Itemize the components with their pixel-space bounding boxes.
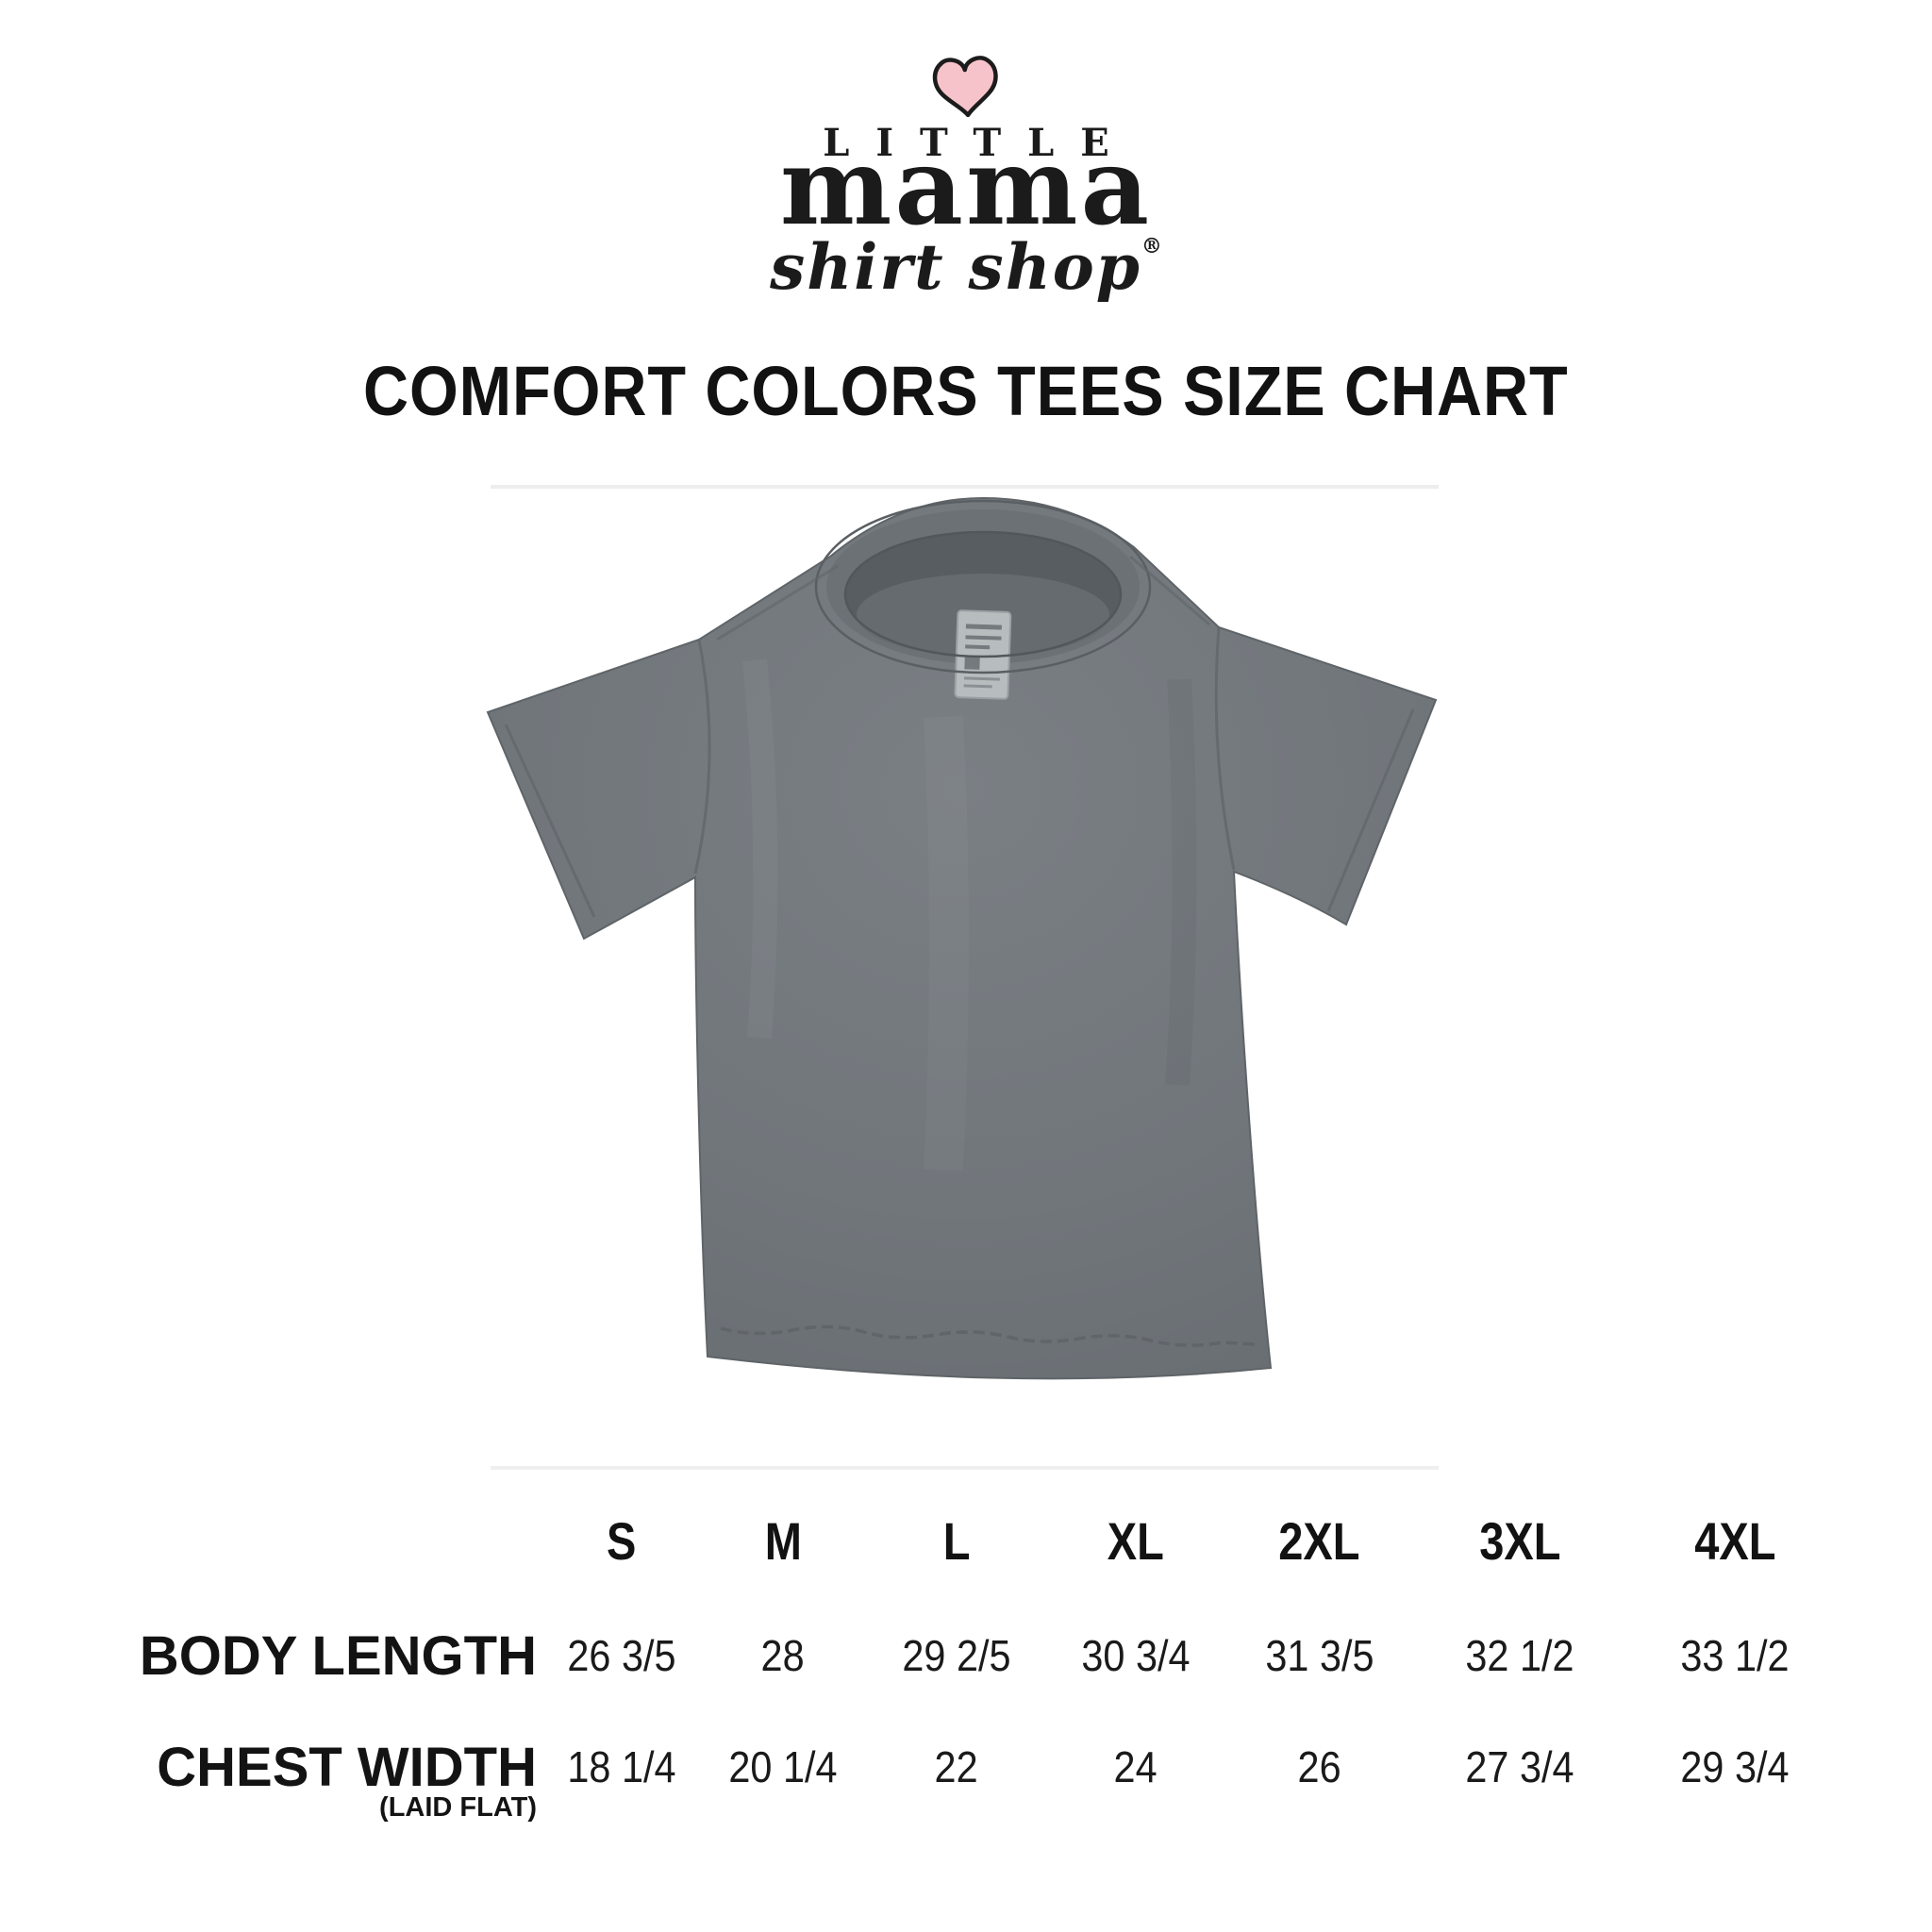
- photo-edge-bottom: [491, 1466, 1439, 1470]
- body-length-xl: 30 3/4: [1047, 1630, 1224, 1681]
- measurement-value: 29 3/4: [1680, 1742, 1790, 1791]
- size-label: M: [764, 1510, 802, 1571]
- table-row-body-length: BODY LENGTH 26 3/5 28 29 2/5 30 3/4 31 3…: [99, 1623, 1844, 1689]
- chest-width-2xl: 26: [1224, 1741, 1414, 1792]
- measurement-value: 29 2/5: [902, 1631, 1011, 1680]
- row-label-body-length: BODY LENGTH: [139, 1624, 537, 1687]
- heart-icon: [932, 56, 998, 118]
- measurement-value: 22: [934, 1742, 979, 1791]
- logo-heart-container: [0, 55, 1932, 121]
- logo-word-shirt-shop: shirt shop®: [0, 236, 1932, 298]
- chest-width-xl: 24: [1047, 1741, 1224, 1792]
- fabric-wrinkle: [943, 717, 949, 1170]
- measurement-value: 31 3/5: [1264, 1631, 1374, 1680]
- armhole-seam-right: [1214, 626, 1236, 871]
- size-label: L: [942, 1510, 971, 1571]
- table-row-chest-width: CHEST WIDTH (LAID FLAT) 18 1/4 20 1/4 22…: [99, 1734, 1844, 1823]
- collar-inner-stitch: [843, 530, 1123, 658]
- body-length-m: 28: [700, 1630, 866, 1681]
- body-length-3xl: 32 1/2: [1414, 1630, 1625, 1681]
- measurement-value: 30 3/4: [1081, 1631, 1191, 1680]
- measurement-value: 20 1/4: [728, 1742, 838, 1791]
- page-title: COMFORT COLORS TEES SIZE CHART: [0, 357, 1932, 426]
- measurement-value: 18 1/4: [566, 1742, 676, 1791]
- laid-flat-note: (LAID FLAT): [379, 1791, 537, 1823]
- column-header-xl: XL: [1047, 1510, 1224, 1572]
- measurement-value: 32 1/2: [1465, 1631, 1574, 1680]
- body-length-2xl: 31 3/5: [1224, 1630, 1414, 1681]
- logo-script-text: shirt shop: [770, 230, 1141, 304]
- chest-width-3xl: 27 3/4: [1414, 1741, 1625, 1792]
- measurement-value: 28: [760, 1631, 806, 1680]
- registered-trademark: ®: [1141, 234, 1162, 258]
- neck-tag: [954, 609, 1012, 700]
- measurement-value: 27 3/4: [1465, 1742, 1574, 1791]
- row-label-chest-width: CHEST WIDTH (LAID FLAT): [99, 1736, 542, 1823]
- chest-width-l: 22: [866, 1741, 1047, 1792]
- size-label: 4XL: [1693, 1510, 1776, 1571]
- photo-edge-top: [491, 485, 1439, 489]
- chest-width-4xl: 29 3/4: [1625, 1741, 1844, 1792]
- size-label: XL: [1107, 1510, 1165, 1571]
- page-title-text: COMFORT COLORS TEES SIZE CHART: [363, 352, 1569, 430]
- measurement-value: 33 1/2: [1680, 1631, 1790, 1680]
- hem-stitch: [720, 1324, 1256, 1347]
- body-length-4xl: 33 1/2: [1625, 1630, 1844, 1681]
- column-header-4xl: 4XL: [1625, 1510, 1844, 1572]
- shoulder-seam-right: [1129, 555, 1210, 626]
- measurement-value: 26 3/5: [566, 1631, 676, 1680]
- chest-width-m: 20 1/4: [700, 1741, 866, 1792]
- fabric-wrinkle: [1165, 678, 1197, 1086]
- shoulder-seam-left: [716, 564, 839, 641]
- logo-word-mama: mama: [779, 125, 1153, 249]
- armhole-seam-left: [693, 639, 711, 874]
- size-label: 3XL: [1478, 1510, 1561, 1571]
- cuff-stitch-right: [1326, 708, 1415, 912]
- size-chart-table: S M L XL 2XL 3XL 4XL BODY LENGTH 26 3/5 …: [99, 1507, 1844, 1847]
- column-header-l: L: [866, 1510, 1047, 1572]
- body-length-s: 26 3/5: [542, 1630, 700, 1681]
- column-header-m: M: [700, 1510, 866, 1572]
- cuff-stitch-left: [504, 724, 596, 918]
- fabric-wrinkle: [742, 658, 778, 1039]
- measurement-value: 26: [1297, 1742, 1341, 1791]
- body-length-l: 29 2/5: [866, 1630, 1047, 1681]
- size-label: 2XL: [1278, 1510, 1360, 1571]
- column-header-2xl: 2XL: [1224, 1510, 1414, 1572]
- size-header-row: S M L XL 2XL 3XL 4XL: [99, 1507, 1844, 1574]
- collar-outer-stitch: [814, 499, 1152, 675]
- column-header-3xl: 3XL: [1414, 1510, 1625, 1572]
- chest-width-label: CHEST WIDTH: [157, 1736, 537, 1798]
- logo-word-little: LITTLE: [823, 121, 1136, 165]
- chest-width-s: 18 1/4: [542, 1741, 700, 1792]
- column-header-s: S: [542, 1510, 700, 1572]
- measurement-value: 24: [1113, 1742, 1158, 1791]
- size-label: S: [606, 1510, 637, 1571]
